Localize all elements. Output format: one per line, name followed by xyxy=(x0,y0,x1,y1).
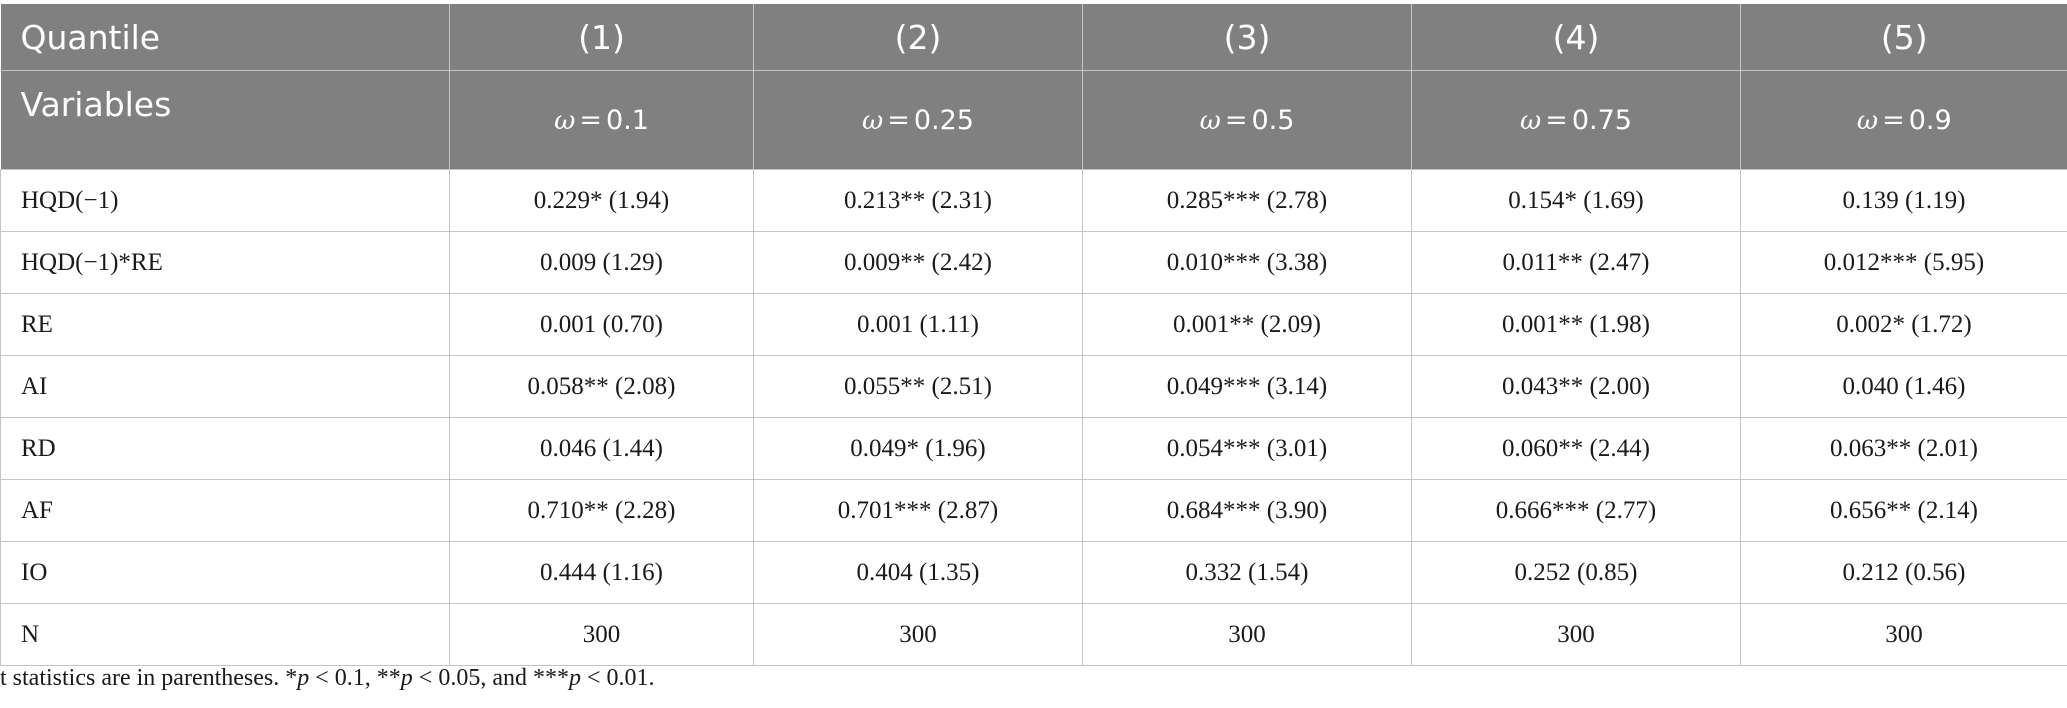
table-cell: 0.285*** (2.78) xyxy=(1082,169,1412,232)
table-header: Quantile (1) (2) (3) (4) (5) Variables ω… xyxy=(0,4,2067,170)
omega-symbol: ω xyxy=(1520,105,1542,136)
footnote-p: p xyxy=(400,665,413,691)
row-label: AF xyxy=(0,479,450,542)
omega-header-2: ω = 0.25 xyxy=(753,70,1083,170)
table-cell: 0.049*** (3.14) xyxy=(1082,355,1412,418)
omega-equals: = xyxy=(579,104,602,136)
row-label: AI xyxy=(0,355,450,418)
table-cell: 0.154* (1.69) xyxy=(1411,169,1741,232)
header-col-1: (1) xyxy=(449,4,754,71)
table-cell: 300 xyxy=(449,603,754,666)
omega-header-3: ω = 0.5 xyxy=(1082,70,1412,170)
footnote-text: < 0.05, and *** xyxy=(412,665,569,691)
omega-value: 0.75 xyxy=(1571,104,1632,136)
table-cell: 0.049* (1.96) xyxy=(753,417,1083,480)
table-cell: 0.058** (2.08) xyxy=(449,355,754,418)
table-cell: 0.666*** (2.77) xyxy=(1411,479,1741,542)
table-cell: 0.009** (2.42) xyxy=(753,231,1083,294)
row-label: N xyxy=(0,603,450,666)
table-cell: 0.139 (1.19) xyxy=(1740,169,2067,232)
table-cell: 0.002* (1.72) xyxy=(1740,293,2067,356)
table-cell: 300 xyxy=(1411,603,1741,666)
header-col-5: (5) xyxy=(1740,4,2067,71)
omega-value: 0.9 xyxy=(1908,104,1952,136)
table-cell: 0.001** (1.98) xyxy=(1411,293,1741,356)
omega-equals: = xyxy=(887,104,910,136)
footnote-text: t statistics are in parentheses. * xyxy=(0,665,298,691)
omega-symbol: ω xyxy=(862,105,884,136)
table-row: RD 0.046 (1.44) 0.049* (1.96) 0.054*** (… xyxy=(0,417,2067,480)
table-cell: 0.009 (1.29) xyxy=(449,231,754,294)
table-cell: 0.055** (2.51) xyxy=(753,355,1083,418)
omega-header-5: ω = 0.9 xyxy=(1740,70,2067,170)
table-row: IO 0.444 (1.16) 0.404 (1.35) 0.332 (1.54… xyxy=(0,541,2067,604)
row-label: RE xyxy=(0,293,450,356)
omega-header-1: ω = 0.1 xyxy=(449,70,754,170)
table-cell: 0.404 (1.35) xyxy=(753,541,1083,604)
table-cell: 0.001** (2.09) xyxy=(1082,293,1412,356)
header-col-4: (4) xyxy=(1411,4,1741,71)
table-cell: 0.710** (2.28) xyxy=(449,479,754,542)
table-cell: 0.043** (2.00) xyxy=(1411,355,1741,418)
table-footnote: t statistics are in parentheses. *p < 0.… xyxy=(0,665,655,692)
table-cell: 0.212 (0.56) xyxy=(1740,541,2067,604)
table-cell: 0.001 (1.11) xyxy=(753,293,1083,356)
row-label: IO xyxy=(0,541,450,604)
header-col-3: (3) xyxy=(1082,4,1412,71)
footnote-text: < 0.01. xyxy=(580,665,655,691)
footnote-p: p xyxy=(297,665,310,691)
table-row: AF 0.710** (2.28) 0.701*** (2.87) 0.684*… xyxy=(0,479,2067,542)
table-cell: 0.332 (1.54) xyxy=(1082,541,1412,604)
table-cell: 0.011** (2.47) xyxy=(1411,231,1741,294)
header-row-quantile: Quantile (1) (2) (3) (4) (5) xyxy=(0,4,2067,71)
table-cell: 0.040 (1.46) xyxy=(1740,355,2067,418)
table-cell: 0.010*** (3.38) xyxy=(1082,231,1412,294)
header-row-variables: Variables ω = 0.1 ω = 0.25 ω = 0.5 ω = 0.75 ω = 0.… xyxy=(0,70,2067,170)
omega-equals: = xyxy=(1224,104,1248,136)
row-label: HQD(−1) xyxy=(0,169,450,232)
omega-symbol: ω xyxy=(554,105,576,136)
table-cell: 0.054*** (3.01) xyxy=(1082,417,1412,480)
table-cell: 300 xyxy=(1740,603,2067,666)
footnote-p: p xyxy=(568,665,581,691)
table-cell: 0.012*** (5.95) xyxy=(1740,231,2067,294)
omega-value: 0.5 xyxy=(1251,104,1295,136)
table-row: AI 0.058** (2.08) 0.055** (2.51) 0.049**… xyxy=(0,355,2067,418)
table-cell: 300 xyxy=(753,603,1083,666)
omega-symbol: ω xyxy=(1199,105,1221,136)
table-cell: 0.701*** (2.87) xyxy=(753,479,1083,542)
omega-equals: = xyxy=(1545,104,1568,136)
omega-value: 0.1 xyxy=(605,104,649,136)
table-row: N 300 300 300 300 300 xyxy=(0,603,2067,666)
table-cell: 0.060** (2.44) xyxy=(1411,417,1741,480)
table-row: HQD(−1) 0.229* (1.94) 0.213** (2.31) 0.2… xyxy=(0,169,2067,232)
footnote-text: < 0.1, ** xyxy=(309,665,401,691)
omega-header-4: ω = 0.75 xyxy=(1411,70,1741,170)
table-cell: 300 xyxy=(1082,603,1412,666)
table-cell: 0.684*** (3.90) xyxy=(1082,479,1412,542)
omega-equals: = xyxy=(1882,104,1905,136)
regression-table: Quantile (1) (2) (3) (4) (5) Variables ω… xyxy=(0,4,2067,666)
table-cell: 0.229* (1.94) xyxy=(449,169,754,232)
table-cell: 0.001 (0.70) xyxy=(449,293,754,356)
omega-value: 0.25 xyxy=(913,104,974,136)
table-cell: 0.444 (1.16) xyxy=(449,541,754,604)
table-cell: 0.213** (2.31) xyxy=(753,169,1083,232)
table-cell: 0.252 (0.85) xyxy=(1411,541,1741,604)
table-row: RE 0.001 (0.70) 0.001 (1.11) 0.001** (2.… xyxy=(0,293,2067,356)
header-variables: Variables xyxy=(0,70,450,170)
table-cell: 0.063** (2.01) xyxy=(1740,417,2067,480)
header-quantile: Quantile xyxy=(0,4,450,71)
table-row: HQD(−1)*RE 0.009 (1.29) 0.009** (2.42) 0… xyxy=(0,231,2067,294)
table-body: HQD(−1) 0.229* (1.94) 0.213** (2.31) 0.2… xyxy=(0,169,2067,666)
table-cell: 0.656** (2.14) xyxy=(1740,479,2067,542)
table-cell: 0.046 (1.44) xyxy=(449,417,754,480)
row-label: HQD(−1)*RE xyxy=(0,231,450,294)
omega-symbol: ω xyxy=(1856,105,1879,136)
header-col-2: (2) xyxy=(753,4,1083,71)
row-label: RD xyxy=(0,417,450,480)
